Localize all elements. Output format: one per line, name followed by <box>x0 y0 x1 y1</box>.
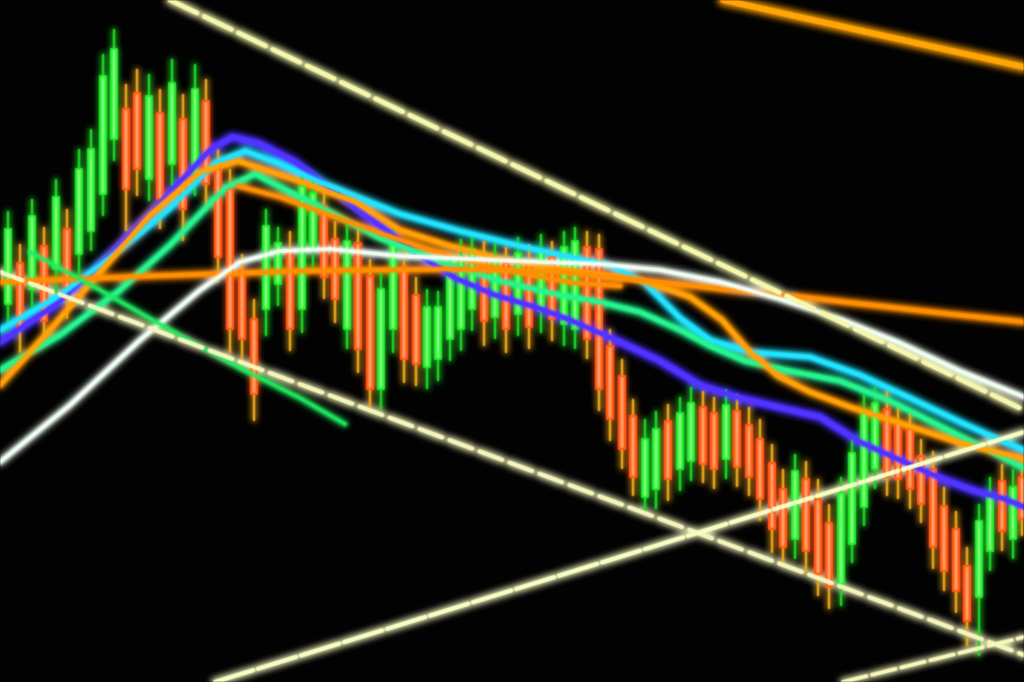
candle-body-highlight <box>1020 478 1024 518</box>
candle-body-highlight <box>816 500 820 573</box>
candle-body-highlight <box>170 84 174 163</box>
candle-body-highlight <box>747 426 751 476</box>
candle-body-highlight <box>908 430 912 488</box>
candle-body-highlight <box>345 242 349 328</box>
candle-body-highlight <box>620 377 624 448</box>
candle-body-highlight <box>6 230 10 303</box>
candle-up <box>377 270 385 410</box>
candle-body-highlight <box>654 430 658 488</box>
candle-up <box>848 436 856 564</box>
candle-down <box>366 258 374 414</box>
candle-body-highlight <box>631 417 635 476</box>
candle-body-highlight <box>758 440 762 498</box>
candle-down <box>226 168 234 354</box>
candle-body-highlight <box>862 414 866 506</box>
candle-body-highlight <box>124 110 128 188</box>
candle-body-highlight <box>735 412 739 466</box>
candle-body-highlight <box>850 454 854 543</box>
candle-body-highlight <box>678 414 682 468</box>
candle-body-highlight <box>147 97 151 178</box>
candle-body-highlight <box>101 77 105 193</box>
candle-body-highlight <box>216 170 220 256</box>
candle-body-highlight <box>77 170 81 253</box>
candle-body-highlight <box>240 272 244 338</box>
candle-body-highlight <box>712 414 716 468</box>
candle-body-highlight <box>425 308 429 366</box>
candle-body-highlight <box>288 250 292 328</box>
candle-body-highlight <box>1000 482 1004 530</box>
candle-body-highlight <box>379 290 383 388</box>
candle-body-highlight <box>701 408 705 463</box>
candle-body-highlight <box>436 308 440 358</box>
candle-body-highlight <box>54 198 58 268</box>
candle-body-highlight <box>135 94 139 168</box>
candle-body-highlight <box>666 422 670 478</box>
candle-body-highlight <box>448 272 452 338</box>
candle-body-highlight <box>839 494 843 583</box>
candle-body-highlight <box>112 50 116 138</box>
candle-body-highlight <box>931 470 935 546</box>
candle-body-highlight <box>827 524 831 586</box>
candle-body-highlight <box>988 497 992 550</box>
candle-body-highlight <box>781 490 785 546</box>
candle-body-highlight <box>158 114 162 198</box>
candle-body-highlight <box>89 150 93 230</box>
candle-body-highlight <box>804 480 808 550</box>
candle-body-highlight <box>356 244 360 348</box>
candle-body-highlight <box>228 190 232 328</box>
candle-body-highlight <box>252 320 256 393</box>
candle-body-highlight <box>942 507 946 570</box>
candle-body-highlight <box>402 268 406 358</box>
candle-body-highlight <box>977 522 981 596</box>
candle-body-highlight <box>368 277 372 388</box>
candle-body-highlight <box>965 567 969 620</box>
candle-body-highlight <box>724 406 728 458</box>
candle-up <box>99 53 107 217</box>
candle-body-highlight <box>414 296 418 363</box>
candle-up <box>343 223 351 350</box>
candle-body-highlight <box>954 530 958 590</box>
candle-body-highlight <box>608 347 612 418</box>
candle-body-highlight <box>770 464 774 528</box>
candle-body-highlight <box>1011 488 1015 538</box>
candle-body-highlight <box>689 404 693 460</box>
candle-body-highlight <box>643 440 647 496</box>
candle-body-highlight <box>264 227 268 308</box>
